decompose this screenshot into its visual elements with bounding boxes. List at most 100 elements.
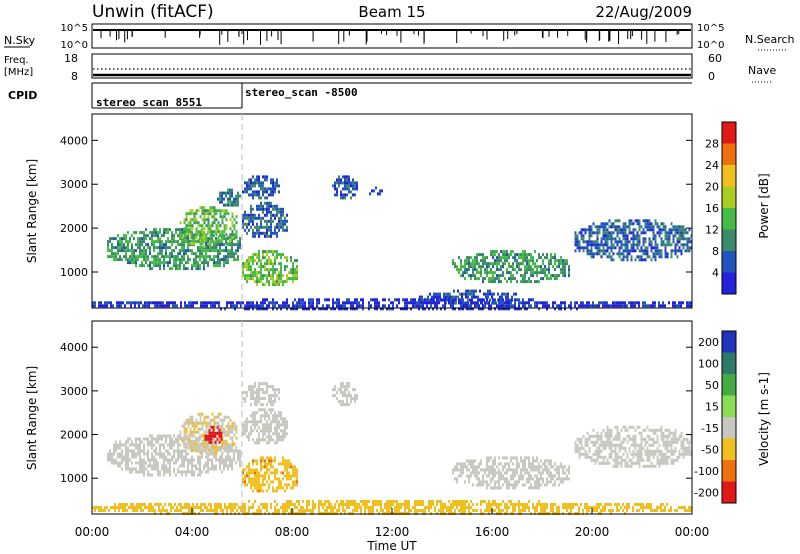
velocity-cell (190, 509, 192, 512)
power-cell (294, 259, 296, 263)
velocity-cell (558, 474, 560, 478)
power-cell (186, 304, 188, 308)
power-cell (576, 234, 579, 238)
velocity-cell (622, 446, 625, 450)
velocity-cell (258, 397, 260, 401)
power-cell (193, 264, 195, 268)
velocity-cell (662, 434, 665, 438)
velocity-cell (115, 443, 117, 447)
power-cell (262, 175, 264, 179)
velocity-cell (492, 459, 494, 463)
power-cell (258, 184, 260, 188)
power-cell (223, 224, 226, 228)
velocity-cell (456, 468, 458, 472)
velocity-cell (264, 471, 266, 475)
power-cell (528, 259, 530, 263)
power-cell (276, 277, 278, 281)
power-cell (472, 271, 474, 275)
power-cell (106, 301, 108, 305)
power-cell (548, 262, 550, 266)
power-cell (216, 301, 218, 305)
power-cell (235, 258, 237, 262)
power-cell (268, 271, 270, 275)
velocity-cell (496, 465, 498, 469)
velocity-cell (159, 473, 161, 477)
power-cell (223, 258, 225, 262)
power-cell (654, 219, 657, 223)
power-cell (233, 218, 236, 222)
power-cell (544, 271, 546, 275)
velocity-cell (119, 464, 121, 468)
velocity-cell (163, 464, 165, 468)
velocity-cell (538, 468, 540, 472)
velocity-cell (586, 452, 589, 456)
power-cell (332, 298, 334, 302)
velocity-cell (120, 506, 122, 509)
power-cell (506, 250, 508, 254)
power-cell (231, 215, 234, 219)
power-cell (274, 259, 276, 263)
velocity-cell (472, 471, 474, 475)
velocity-cell (672, 461, 675, 465)
velocity-cell (137, 437, 139, 441)
power-cell (199, 224, 202, 228)
power-cell (501, 295, 503, 299)
power-cell (191, 264, 193, 268)
power-cell (274, 225, 276, 229)
velocity-cell (276, 489, 278, 493)
velocity-cell (476, 483, 478, 487)
velocity-cell (264, 432, 266, 436)
power-cell (470, 265, 472, 269)
power-cell (185, 218, 188, 222)
power-cell (598, 249, 601, 253)
power-cell (504, 301, 506, 305)
velocity-cell (139, 443, 141, 447)
power-cell (684, 231, 687, 235)
power-cell (131, 246, 133, 250)
velocity-cell (201, 455, 203, 459)
power-cell (252, 181, 254, 185)
power-cell (203, 264, 205, 268)
velocity-cell (616, 464, 619, 468)
power-cell (248, 274, 250, 278)
velocity-cell (163, 458, 165, 462)
velocity-cell (151, 455, 153, 459)
velocity-cell (183, 455, 185, 459)
velocity-cell (610, 446, 613, 450)
power-cell (334, 307, 336, 311)
velocity-cell (644, 464, 647, 468)
power-cell (165, 240, 167, 244)
power-cell (466, 262, 468, 266)
power-cell (644, 231, 647, 235)
velocity-cell (208, 440, 211, 444)
power-cell (135, 249, 137, 253)
power-cell (167, 240, 169, 244)
power-cell (223, 212, 226, 216)
power-cell (276, 268, 278, 272)
power-cell (482, 253, 484, 257)
power-cell (426, 298, 428, 302)
velocity-cell (340, 388, 342, 392)
velocity-cell (139, 455, 141, 459)
power-cell (502, 262, 504, 266)
power-cell (272, 304, 274, 308)
power-cell (484, 268, 486, 272)
power-cell (660, 231, 663, 235)
power-cell (194, 301, 196, 305)
velocity-cell (256, 468, 258, 472)
velocity-cell (256, 462, 258, 466)
velocity-cell (177, 437, 179, 441)
velocity-cell (462, 462, 464, 466)
power-cell (592, 240, 595, 244)
velocity-cell (158, 509, 160, 512)
velocity-cell (516, 465, 518, 469)
power-cell (444, 301, 446, 305)
velocity-cell (152, 506, 154, 509)
velocity-cell (456, 465, 458, 469)
power-cell (203, 218, 206, 222)
power-cell (612, 258, 615, 262)
power-cell (256, 190, 258, 194)
power-cell (644, 249, 647, 253)
power-cell (505, 292, 507, 296)
power-cell (638, 219, 641, 223)
